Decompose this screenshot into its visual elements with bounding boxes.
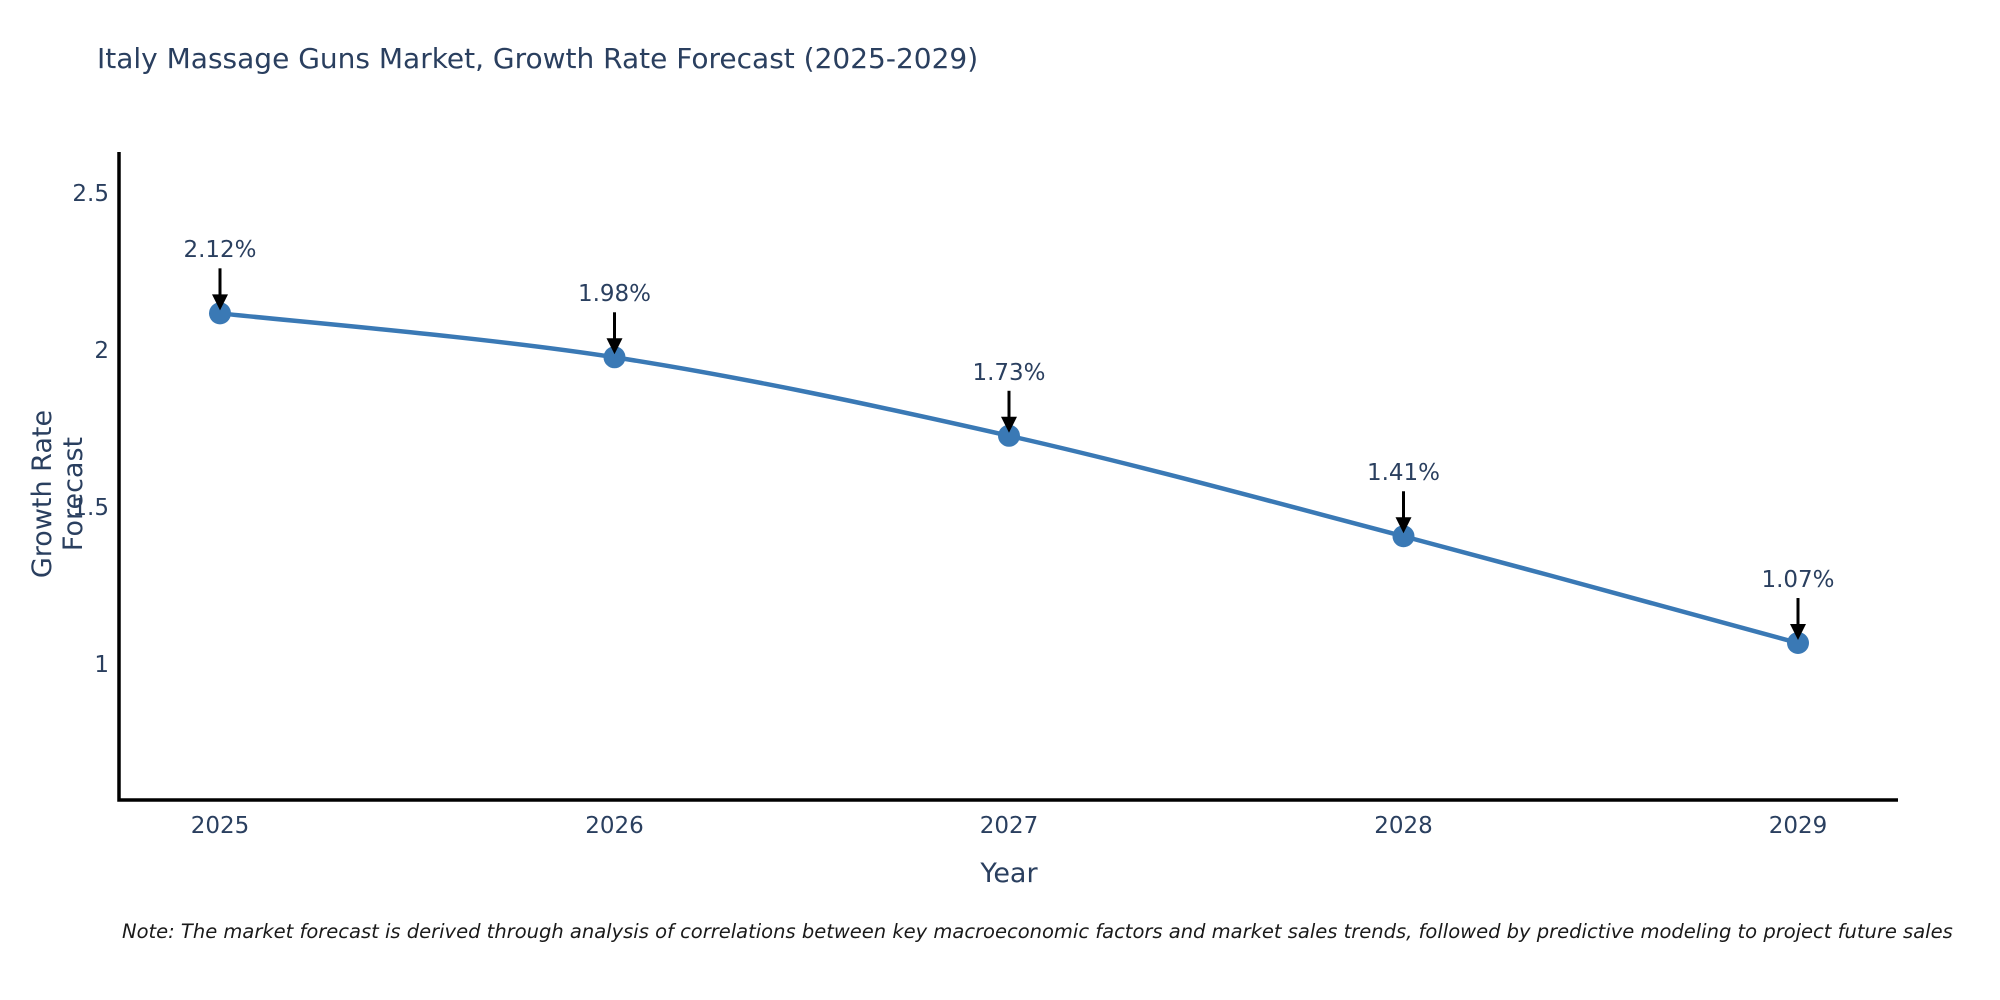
annotation-arrowhead (1395, 517, 1412, 534)
y-tick-label: 1 (94, 652, 109, 678)
x-tick-label: 2027 (979, 813, 1039, 839)
data-point-marker (209, 302, 231, 325)
point-annotation-label: 1.73% (972, 359, 1046, 386)
point-annotation-label: 2.12% (183, 237, 257, 264)
annotation-arrowhead (1790, 624, 1806, 641)
x-tick-label: 2029 (1768, 813, 1828, 839)
annotation-arrowhead (606, 338, 623, 355)
x-tick-label: 2028 (1374, 813, 1433, 839)
x-tick-label: 2025 (190, 813, 250, 839)
annotation-arrowhead (1001, 416, 1017, 433)
x-axis-title: Year (980, 858, 1038, 889)
point-annotation-label: 1.98% (577, 281, 652, 308)
y-tick-label: 2 (94, 338, 109, 364)
x-tick-label: 2026 (585, 813, 644, 839)
axis-lines (117, 152, 1898, 802)
chart-title: Italy Massage Guns Market, Growth Rate F… (97, 42, 979, 75)
y-tick-label: 1.5 (72, 495, 109, 521)
y-tick-label: 2.5 (72, 181, 109, 207)
annotation-arrowhead (212, 294, 228, 311)
y-axis-title: Growth Rate Forecast (27, 409, 89, 579)
data-point-marker (603, 346, 626, 369)
data-point-marker (998, 424, 1020, 447)
footnote: Note: The market forecast is derived thr… (122, 920, 1953, 943)
point-annotation-label: 1.07% (1761, 567, 1835, 594)
point-annotation-label: 1.41% (1366, 460, 1441, 487)
data-point-marker (1392, 525, 1415, 548)
data-point-marker (1787, 632, 1809, 655)
